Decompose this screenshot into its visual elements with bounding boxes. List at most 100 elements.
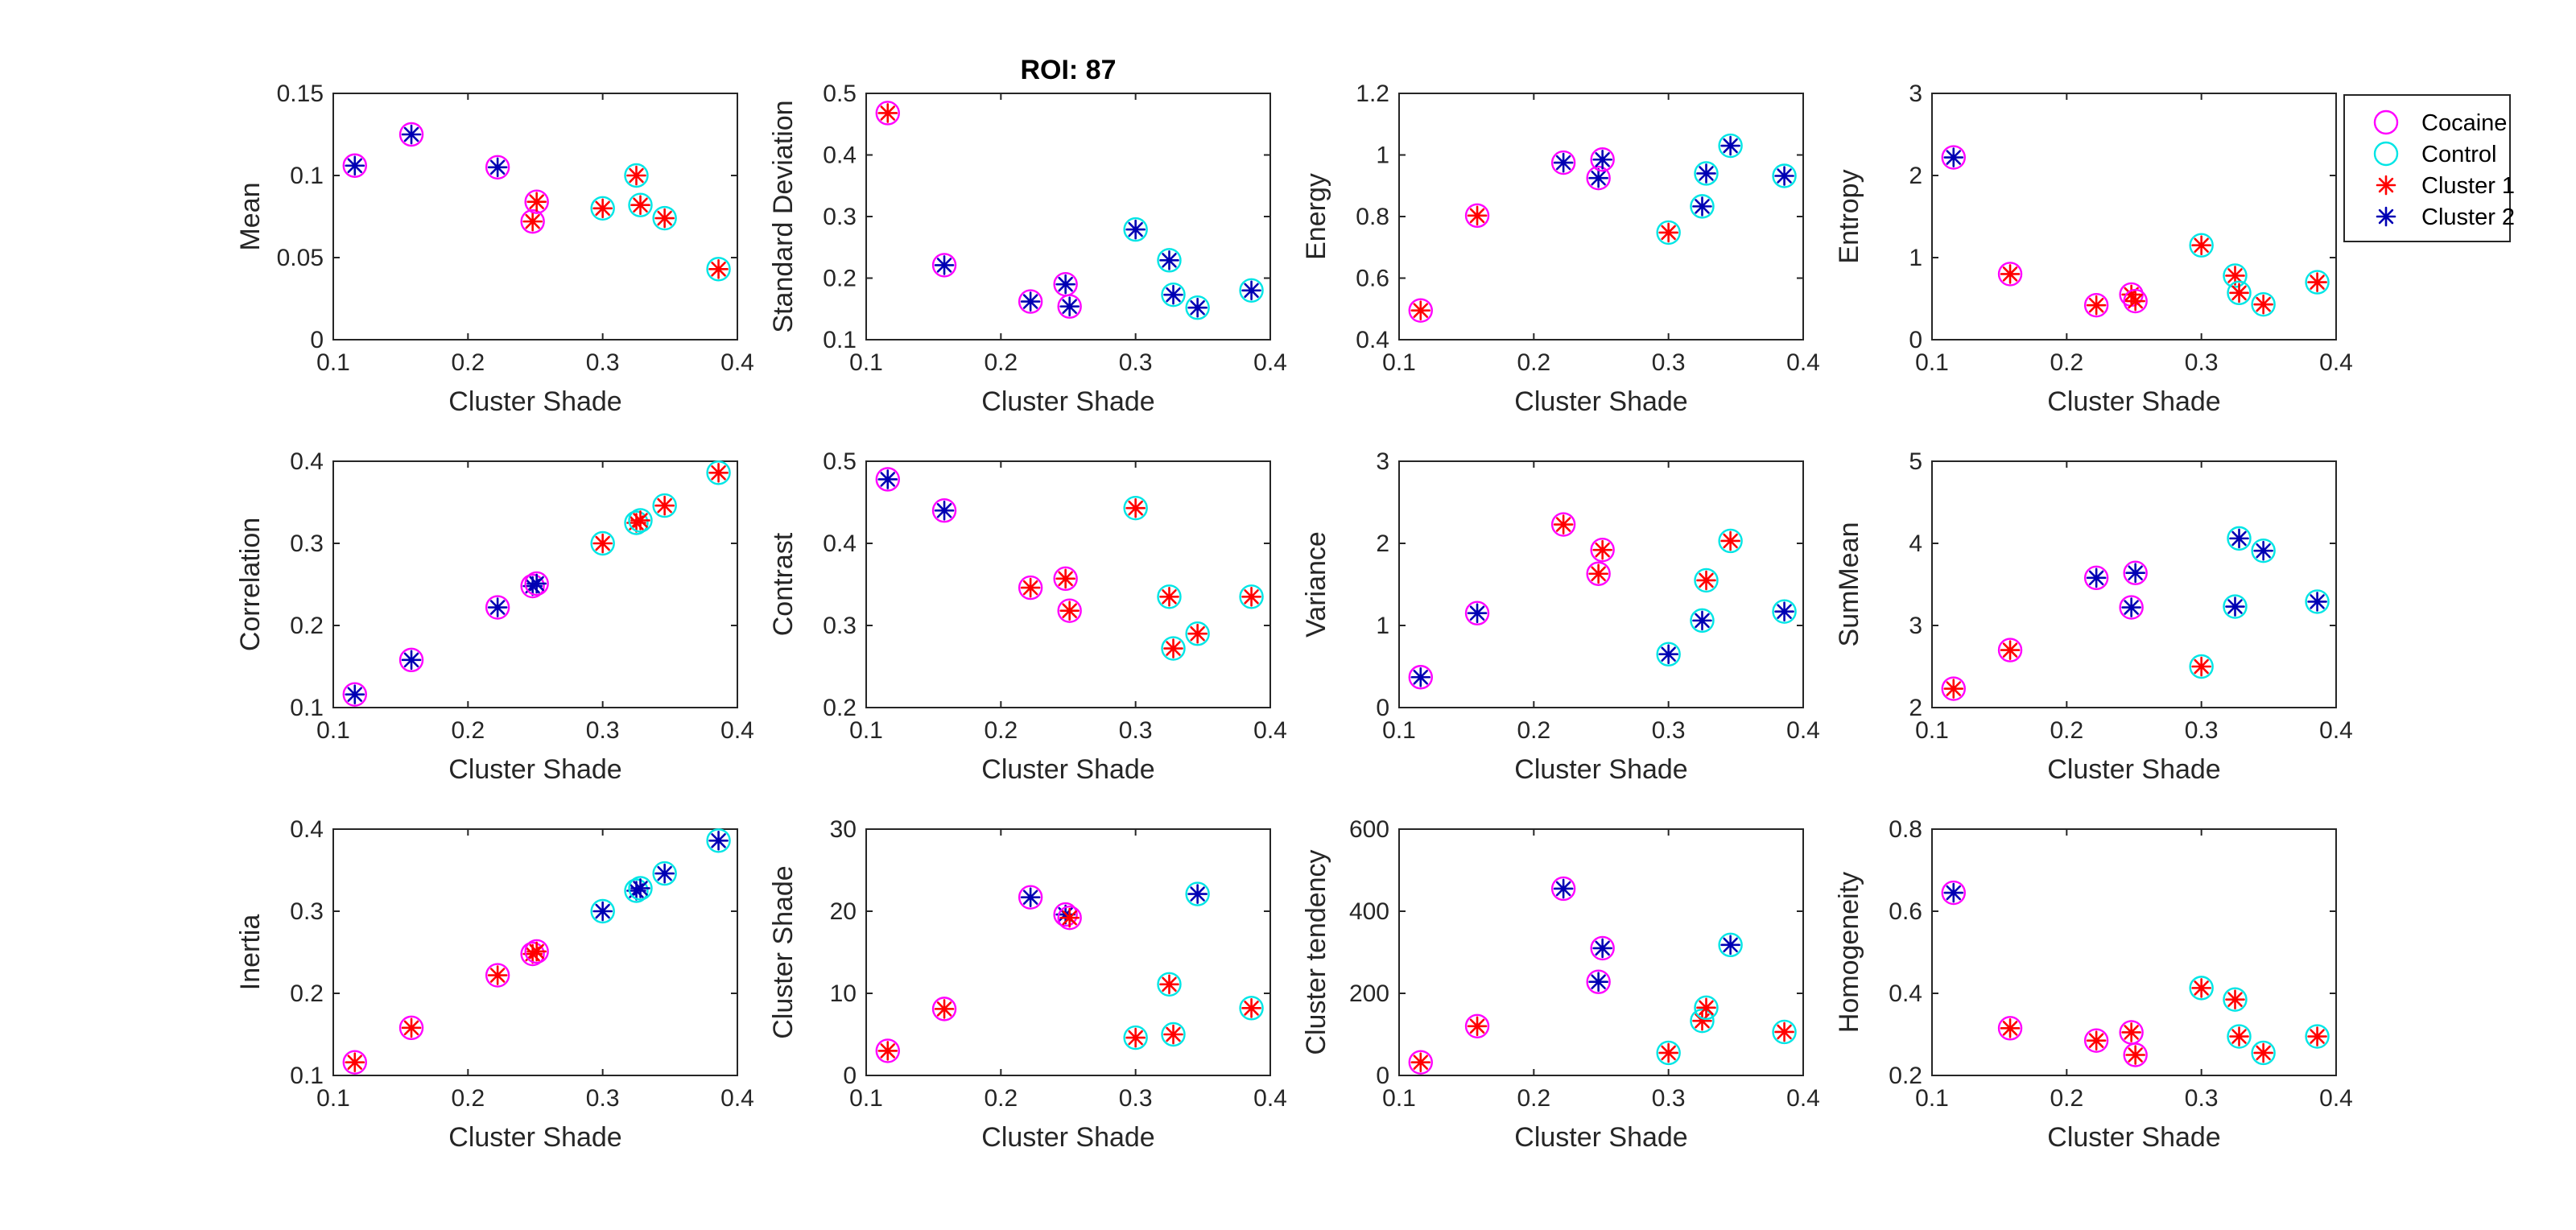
point-control [2227, 526, 2252, 551]
point-cocaine [1018, 289, 1043, 314]
y-tick-label: 0.3 [290, 530, 324, 557]
point-cluster-1 [1692, 1010, 1712, 1031]
point-control [2251, 291, 2276, 317]
point-cluster-1 [522, 211, 543, 232]
legend-item-cluster-2: Cluster 2 [2376, 204, 2515, 230]
point-cluster-2 [934, 255, 955, 275]
point-cluster-1 [2000, 264, 2021, 284]
point-cluster-2 [1943, 882, 1964, 903]
point-cocaine [485, 595, 510, 620]
point-control [628, 876, 653, 901]
point-cluster-1 [2000, 640, 2021, 660]
y-tick-label: 0 [1376, 1063, 1389, 1089]
subplot-entropy: 0.1 0.2 0.3 0.4 0 1 2 3 Cluster Shade Entropy [1834, 80, 2353, 417]
point-control [1656, 220, 1681, 246]
point-cocaine [2123, 1042, 2148, 1067]
point-control [1718, 528, 1743, 554]
point-control [1123, 495, 1148, 521]
legend-label: Cocaine [2421, 110, 2507, 136]
point-cocaine [1057, 905, 1082, 931]
point-cluster-2 [1943, 147, 1964, 167]
y-tick-label: 400 [1349, 898, 1389, 925]
point-cocaine [485, 963, 510, 988]
point-cocaine [485, 155, 510, 180]
point-cluster-1 [1241, 586, 1261, 607]
point-control [1157, 584, 1182, 609]
legend-label: Cluster 1 [2421, 173, 2515, 199]
point-cocaine [1053, 902, 1078, 927]
point-control [2305, 589, 2330, 614]
point-cluster-1 [345, 1052, 365, 1072]
point-control [2189, 976, 2214, 1001]
y-tick-label: 0.05 [277, 245, 324, 271]
y-tick-label: 10 [830, 980, 857, 1007]
point-cluster-2 [1592, 149, 1612, 170]
point-control [706, 460, 731, 485]
point-cluster-1 [2225, 989, 2245, 1009]
point-cocaine [875, 101, 900, 126]
subplot-correlation: 0.1 0.2 0.3 0.4 0.1 0.2 0.3 0.4 Cluster Shade Cor… [235, 448, 754, 785]
point-cluster-1 [1467, 1016, 1488, 1037]
y-tick-label: 0.15 [277, 80, 324, 107]
y-axis-label: Contrast [768, 532, 799, 636]
point-cluster-1 [1943, 679, 1964, 699]
y-tick-label: 0.1 [290, 163, 324, 189]
point-cluster-1 [630, 510, 650, 530]
point-control [1772, 1019, 1797, 1045]
x-tick-label: 0.1 [1382, 717, 1416, 744]
x-tick-label: 0.3 [2185, 717, 2219, 744]
x-tick-label: 0.4 [1253, 717, 1287, 744]
x-tick-label: 0.2 [1517, 717, 1550, 744]
point-cocaine [931, 253, 957, 278]
y-tick-label: 3 [1376, 448, 1389, 475]
point-control [624, 878, 649, 903]
y-axis-label: Homogeneity [1834, 872, 1864, 1033]
point-control [1690, 194, 1715, 219]
point-cocaine [2083, 292, 2109, 318]
x-axis-label: Cluster Shade [981, 1122, 1154, 1153]
point-cluster-2 [345, 684, 365, 704]
x-tick-label: 0.4 [2319, 717, 2353, 744]
point-control [2227, 280, 2252, 306]
point-cluster-2 [592, 901, 613, 922]
point-cluster-1 [1410, 300, 1431, 320]
y-axis-label: Variance [1301, 531, 1331, 638]
point-control [706, 828, 731, 853]
x-axis-label: Cluster Shade [448, 386, 621, 417]
y-axis-label: Mean [235, 182, 266, 250]
point-control [628, 508, 653, 533]
point-control [1239, 996, 1264, 1021]
point-cluster-1 [1055, 568, 1075, 589]
x-tick-label: 0.2 [451, 717, 485, 744]
y-tick-label: 0.4 [823, 530, 857, 557]
x-tick-label: 0.4 [2319, 349, 2353, 376]
point-cluster-1 [1720, 530, 1740, 551]
point-control [1694, 161, 1719, 186]
legend-marker [2373, 109, 2399, 135]
x-tick-label: 0.3 [586, 1085, 620, 1112]
point-control [1185, 295, 1210, 320]
point-control [2251, 1040, 2276, 1066]
point-cluster-1 [1059, 601, 1080, 621]
x-tick-label: 0.2 [2050, 349, 2083, 376]
x-tick-label: 0.3 [586, 349, 620, 376]
x-tick-label: 0.1 [1915, 349, 1949, 376]
point-cluster-2 [1125, 219, 1146, 240]
point-control [1161, 1022, 1186, 1047]
point-control [1161, 282, 1186, 308]
y-tick-label: 2 [1909, 695, 1922, 721]
point-cocaine [520, 573, 545, 599]
y-tick-label: 0.2 [290, 980, 324, 1007]
point-cluster-2 [1055, 274, 1075, 295]
y-tick-label: 0.3 [823, 613, 857, 639]
point-cluster-1 [1658, 222, 1678, 243]
axes-frame [865, 828, 1271, 1076]
axes-frame [865, 93, 1271, 341]
point-cluster-1 [2125, 291, 2145, 312]
point-cocaine [931, 498, 957, 523]
point-cocaine [1018, 885, 1043, 910]
point-control [1690, 608, 1715, 634]
point-cluster-1 [1696, 570, 1716, 591]
x-tick-label: 0.1 [849, 717, 883, 744]
point-control [1239, 278, 1264, 303]
